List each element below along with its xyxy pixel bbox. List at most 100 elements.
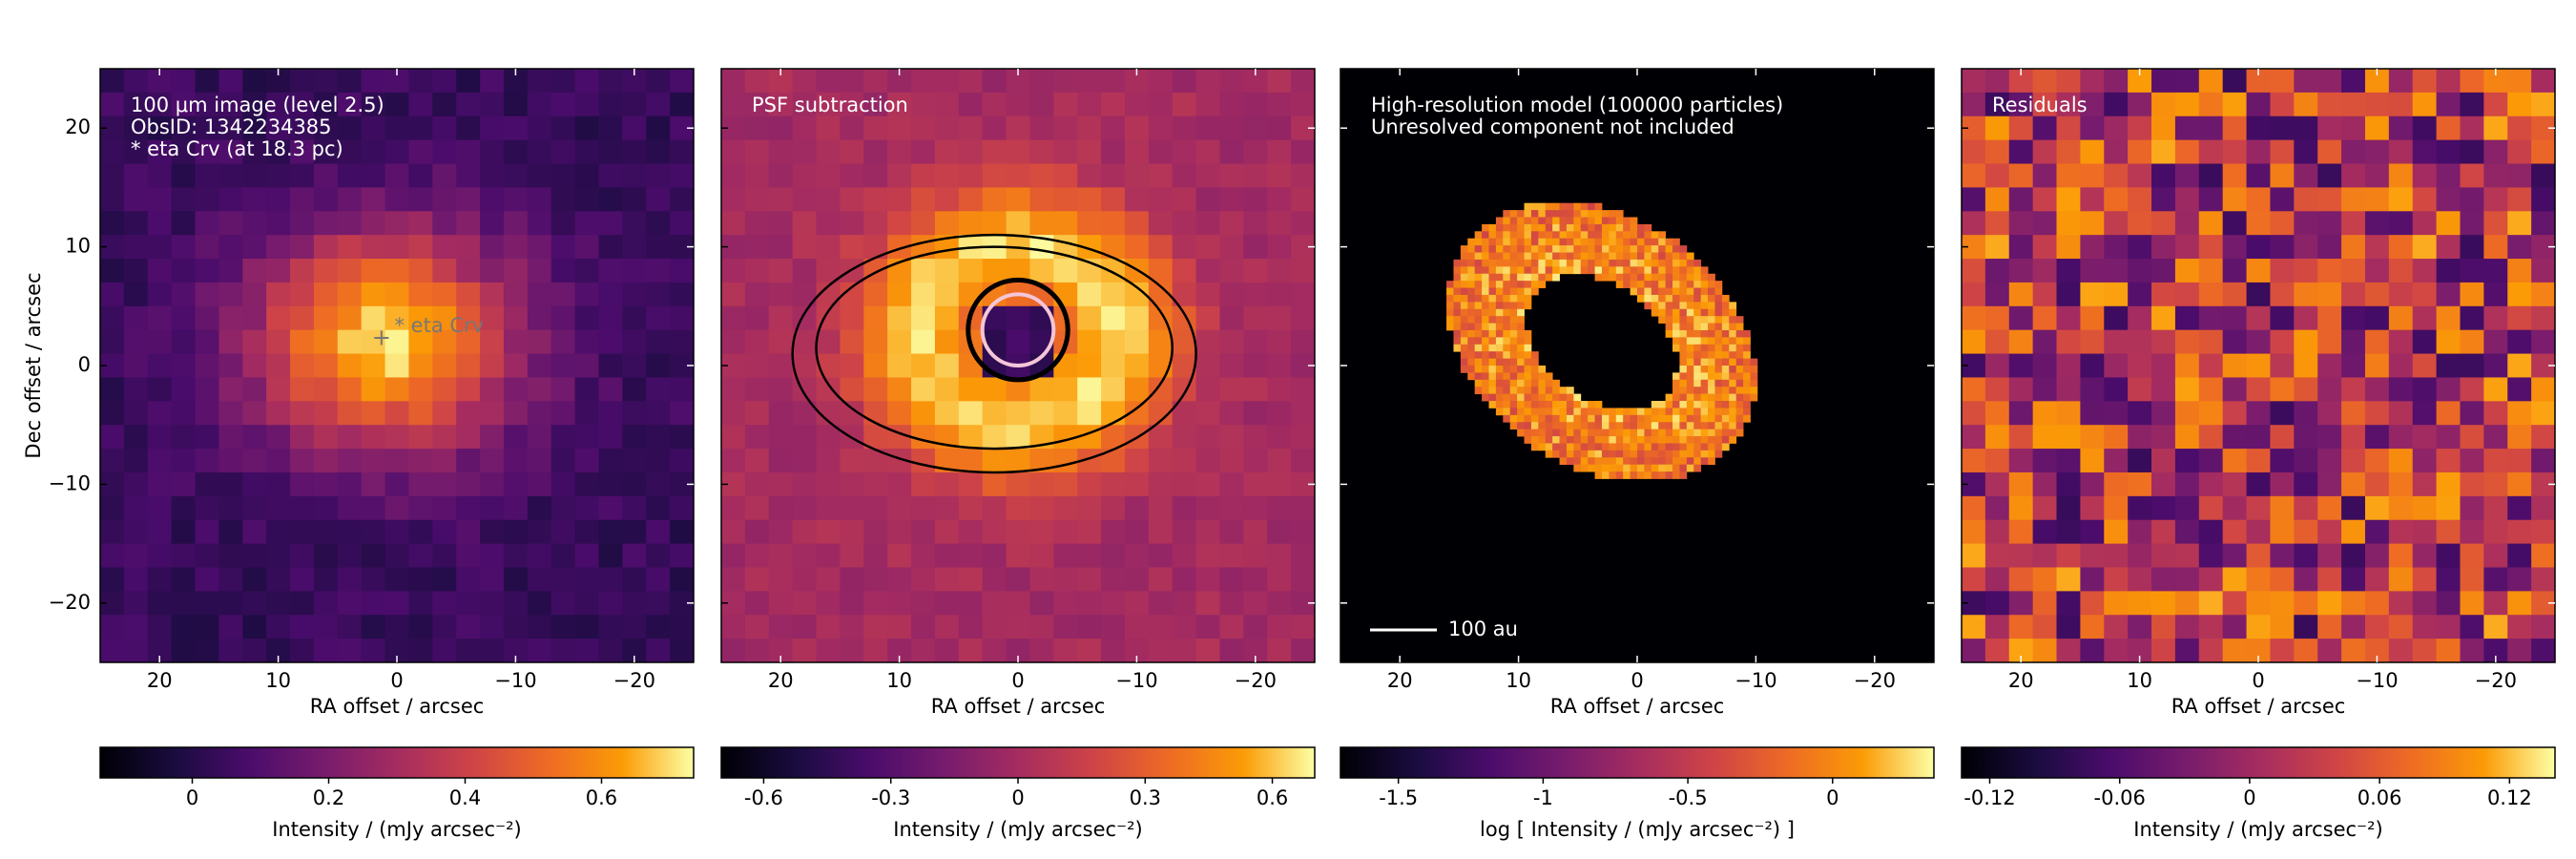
image-pixel: [1524, 387, 1532, 395]
image-pixel: [1721, 308, 1730, 317]
image-pixel: [1267, 591, 1292, 616]
image-pixel: [2412, 353, 2438, 378]
image-pixel: [2483, 139, 2508, 165]
image-pixel: [1609, 408, 1617, 416]
image-pixel: [2104, 69, 2129, 94]
image-pixel: [1172, 449, 1197, 473]
image-pixel: [1714, 294, 1723, 303]
image-pixel: [1729, 414, 1737, 423]
image-pixel: [337, 211, 363, 236]
image-pixel: [1243, 92, 1268, 117]
image-pixel: [123, 92, 149, 117]
image-pixel: [2507, 401, 2532, 426]
image-pixel: [1530, 273, 1539, 282]
image-pixel: [1474, 358, 1483, 367]
image-pixel: [313, 471, 339, 497]
image-pixel: [1679, 436, 1688, 444]
image-pixel: [911, 305, 936, 331]
image-pixel: [1686, 252, 1694, 261]
image-pixel: [768, 329, 794, 355]
image-pixel: [2080, 401, 2105, 426]
image-pixel: [1729, 422, 1737, 430]
image-pixel: [1077, 92, 1102, 117]
image-pixel: [1101, 353, 1126, 378]
image-pixel: [1509, 281, 1518, 288]
image-pixel: [432, 567, 457, 592]
image-pixel: [2531, 495, 2556, 521]
image-pixel: [480, 353, 505, 378]
image-pixel: [2056, 163, 2081, 188]
image-pixel: [1580, 422, 1589, 430]
image-pixel: [1984, 567, 2010, 592]
image-pixel: [1495, 344, 1504, 352]
image-pixel: [551, 495, 576, 521]
image-pixel: [768, 519, 794, 545]
image-pixel: [721, 139, 746, 165]
image-pixel: [1686, 302, 1694, 310]
image-pixel: [1665, 266, 1673, 275]
image-pixel: [2317, 69, 2342, 94]
image-pixel: [123, 211, 149, 236]
image-pixel: [1637, 436, 1645, 444]
image-pixel: [313, 519, 339, 545]
image-pixel: [480, 377, 505, 402]
image-pixel: [195, 69, 219, 94]
image-pixel: [2364, 449, 2390, 473]
image-pixel: [2151, 163, 2176, 188]
image-pixel: [1538, 379, 1547, 388]
image-pixel: [1594, 210, 1603, 218]
image-pixel: [1984, 69, 2010, 94]
image-pixel: [1721, 393, 1730, 402]
image-pixel: [1580, 401, 1589, 409]
image-pixel: [911, 139, 936, 165]
image-pixel: [670, 567, 695, 592]
image-pixel: [1721, 436, 1730, 444]
image-pixel: [1077, 471, 1102, 497]
image-pixel: [2341, 305, 2366, 331]
image-pixel: [1453, 266, 1462, 275]
image-pixel: [123, 139, 149, 165]
image-pixel: [646, 615, 671, 639]
image-pixel: [2151, 187, 2176, 212]
image-pixel: [1267, 69, 1292, 94]
image-pixel: [147, 567, 173, 592]
image-pixel: [313, 139, 339, 165]
image-pixel: [744, 235, 770, 260]
image-pixel: [1630, 457, 1638, 466]
image-pixel: [551, 425, 576, 450]
image-pixel: [1658, 238, 1667, 246]
image-pixel: [266, 329, 291, 355]
image-pixel: [911, 495, 936, 521]
contour: [791, 233, 1197, 474]
image-pixel: [1615, 259, 1624, 267]
image-pixel: [1509, 372, 1518, 381]
image-pixel: [2507, 235, 2532, 260]
image-pixel: [1517, 302, 1525, 310]
image-pixel: [147, 235, 173, 260]
image-pixel: [1580, 436, 1589, 444]
image-pixel: [1482, 344, 1489, 352]
image-pixel: [195, 377, 219, 402]
image-pixel: [2294, 425, 2318, 450]
image-pixel: [1053, 519, 1078, 545]
image-pixel: [934, 519, 960, 545]
image-pixel: [1735, 323, 1744, 331]
image-pixel: [1630, 429, 1638, 437]
image-pixel: [1743, 387, 1751, 395]
image-pixel: [574, 92, 599, 117]
image-pixel: [1517, 393, 1525, 402]
image-pixel: [408, 519, 433, 545]
image-pixel: [1267, 329, 1292, 355]
image-pixel: [1679, 450, 1688, 458]
image-pixel: [1700, 287, 1709, 296]
image-pixel: [432, 401, 457, 426]
image-pixel: [2008, 187, 2034, 212]
image-pixel: [2151, 615, 2176, 639]
image-pixel: [2222, 305, 2248, 331]
image-pixel: [218, 305, 243, 331]
image-pixel: [527, 543, 552, 568]
image-pixel: [2270, 615, 2295, 639]
image-pixel: [1195, 69, 1220, 94]
image-pixel: [598, 353, 623, 378]
image-pixel: [1637, 294, 1645, 303]
